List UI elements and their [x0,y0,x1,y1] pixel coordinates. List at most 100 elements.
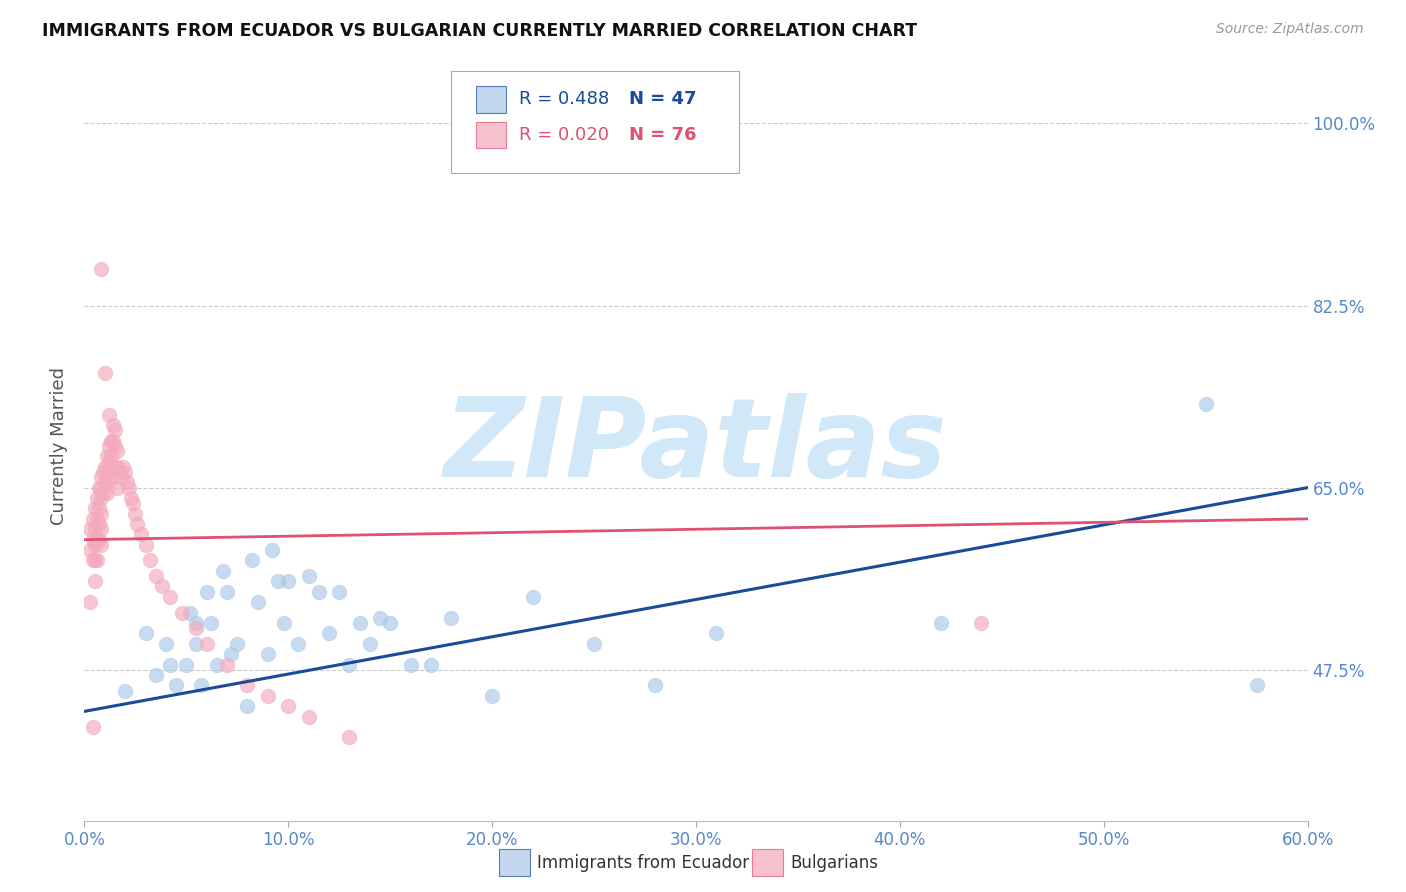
Point [420,657,443,672]
Point [87,533,110,547]
Point [257,647,280,661]
Text: ZIPatlas: ZIPatlas [444,392,948,500]
Point [131,527,153,541]
Point [86,533,108,547]
Point [87,501,110,516]
Point [83,553,105,567]
Text: IMMIGRANTS FROM ECUADOR VS BULGARIAN CURRENTLY MARRIED CORRELATION CHART: IMMIGRANTS FROM ECUADOR VS BULGARIAN CUR… [42,22,917,40]
Point [124,507,146,521]
Point [96,486,118,500]
Point [100,470,122,484]
Point [150,580,173,594]
Point [83,538,105,552]
Point [246,595,269,609]
Point [90,470,112,484]
Point [308,584,330,599]
Point [127,517,149,532]
Point [172,606,194,620]
Point [93,366,115,380]
Point [100,450,122,464]
Point [440,611,463,625]
Point [87,481,110,495]
Point [122,496,145,510]
Point [273,615,295,630]
Point [174,657,197,672]
Point [110,470,132,484]
Point [155,637,177,651]
Point [100,434,122,448]
Text: Source: ZipAtlas.com: Source: ZipAtlas.com [1216,22,1364,37]
Point [90,262,112,277]
Point [115,475,138,490]
Point [104,459,127,474]
Point [190,678,212,692]
Point [236,678,259,692]
Point [260,543,283,558]
Point [138,553,160,567]
Point [79,595,101,609]
Bar [475,121,506,148]
Point [91,486,114,500]
Point [101,434,124,448]
Point [368,611,391,625]
Point [186,621,208,635]
Point [349,615,371,630]
Point [1195,397,1218,411]
Point [97,439,120,453]
Point [97,475,120,490]
Point [79,543,101,558]
Point [105,481,128,495]
Point [236,699,259,714]
FancyBboxPatch shape [451,71,738,172]
Point [644,678,666,692]
Point [159,657,181,672]
Point [83,574,105,589]
Text: R = 0.488: R = 0.488 [519,90,609,108]
Point [114,683,136,698]
Point [90,507,112,521]
Point [165,678,187,692]
Point [96,465,118,479]
Point [186,615,208,630]
Point [82,553,104,567]
Text: N = 47: N = 47 [628,90,696,108]
Point [104,424,127,438]
Point [1246,678,1268,692]
Point [82,512,104,526]
Point [212,564,235,578]
Point [380,615,402,630]
Point [105,459,128,474]
Point [179,606,201,620]
Point [93,459,115,474]
Point [90,481,112,495]
Point [97,408,120,422]
Point [145,668,167,682]
Point [97,455,120,469]
Point [87,517,110,532]
Point [82,720,104,734]
Point [105,444,128,458]
Point [83,501,105,516]
Point [399,657,422,672]
Point [104,439,127,453]
Point [267,574,290,589]
Point [298,569,321,583]
Point [583,637,606,651]
Point [96,450,118,464]
Point [90,491,112,505]
Point [287,637,309,651]
Point [217,584,239,599]
Point [101,418,124,433]
Point [339,657,361,672]
Point [86,512,108,526]
Point [200,615,222,630]
Point [318,626,340,640]
Point [195,637,218,651]
Point [257,689,280,703]
Point [86,553,108,567]
Point [120,491,142,505]
Point [82,533,104,547]
Point [298,709,321,723]
Point [135,538,157,552]
Point [79,522,101,536]
